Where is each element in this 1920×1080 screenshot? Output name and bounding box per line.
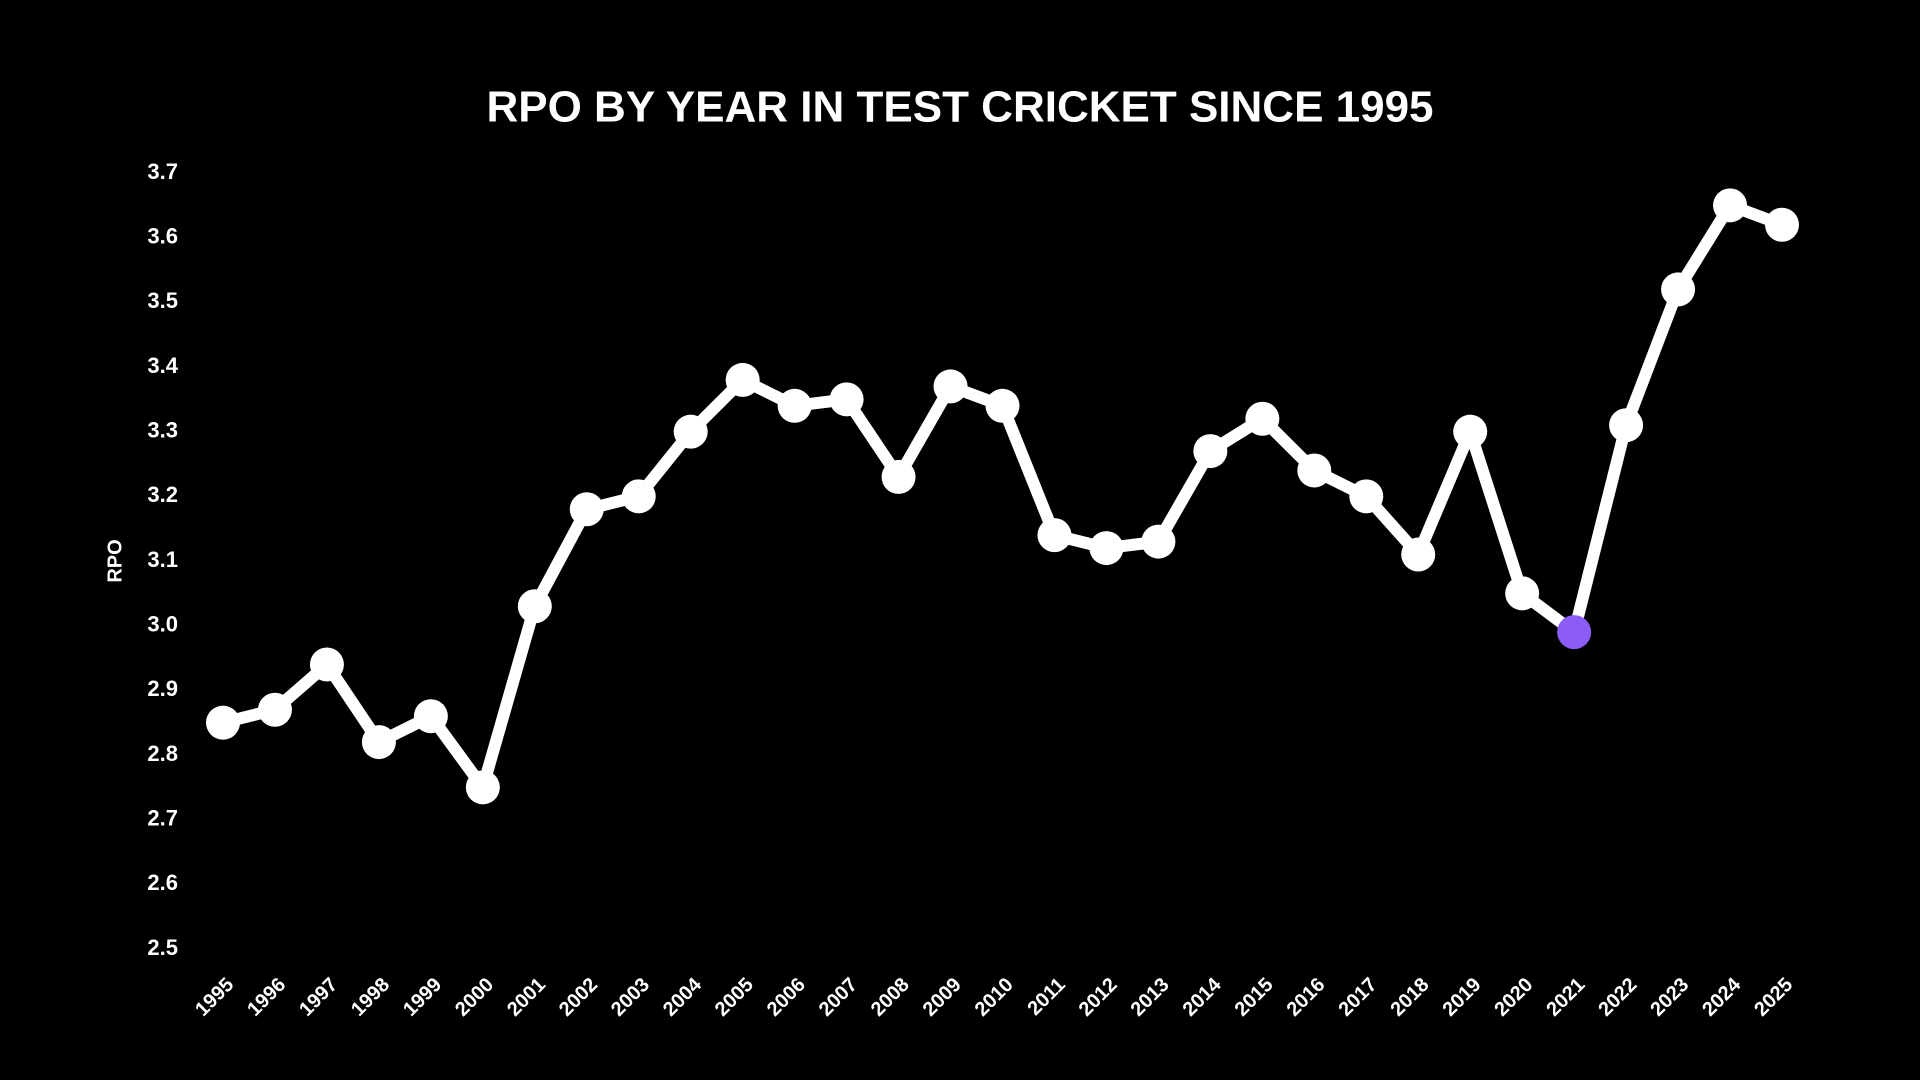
- data-point: [1765, 207, 1799, 242]
- data-point: [206, 705, 240, 740]
- y-tick-label: 3.1: [147, 547, 178, 572]
- data-point: [1089, 531, 1124, 566]
- data-point: [621, 479, 656, 514]
- chart-title: RPO BY YEAR IN TEST CRICKET SINCE 1995: [486, 83, 1433, 132]
- data-point: [569, 492, 604, 527]
- data-point: [1453, 414, 1488, 449]
- data-point: [673, 414, 708, 449]
- data-point: [309, 647, 344, 682]
- y-tick-label: 3.7: [147, 159, 178, 184]
- data-point: [1141, 524, 1176, 559]
- y-tick-label: 2.7: [147, 805, 178, 830]
- data-point: [725, 362, 760, 397]
- data-point: [985, 388, 1020, 423]
- data-point: [1349, 479, 1384, 514]
- data-point: [257, 692, 292, 727]
- data-point: [1505, 576, 1540, 611]
- y-tick-label: 3.4: [147, 353, 178, 378]
- data-point: [1401, 537, 1436, 572]
- y-tick-label: 3.3: [147, 417, 178, 442]
- y-tick-label: 2.6: [147, 870, 178, 895]
- data-point: [829, 382, 864, 417]
- y-tick-label: 3.0: [147, 611, 178, 636]
- data-point: [361, 725, 396, 760]
- data-point: [1713, 188, 1748, 223]
- data-point: [1193, 434, 1228, 469]
- y-tick-label: 3.2: [147, 482, 178, 507]
- data-point: [933, 369, 968, 404]
- data-point: [881, 459, 916, 494]
- data-point: [465, 770, 500, 805]
- data-point: [1037, 518, 1072, 553]
- data-point: [1297, 453, 1332, 488]
- y-tick-label: 2.8: [147, 741, 178, 766]
- data-point: [777, 388, 812, 423]
- y-axis-label: RPO: [104, 539, 126, 582]
- y-tick-label: 3.5: [147, 288, 178, 313]
- data-point: [1245, 401, 1280, 436]
- data-point: [413, 699, 448, 734]
- data-point: [1609, 408, 1644, 443]
- y-tick-label: 2.9: [147, 676, 178, 701]
- y-tick-label: 2.5: [147, 935, 178, 960]
- y-tick-label: 3.6: [147, 223, 178, 248]
- data-point: [517, 589, 552, 624]
- data-point: [1557, 615, 1592, 650]
- data-point: [1661, 272, 1696, 307]
